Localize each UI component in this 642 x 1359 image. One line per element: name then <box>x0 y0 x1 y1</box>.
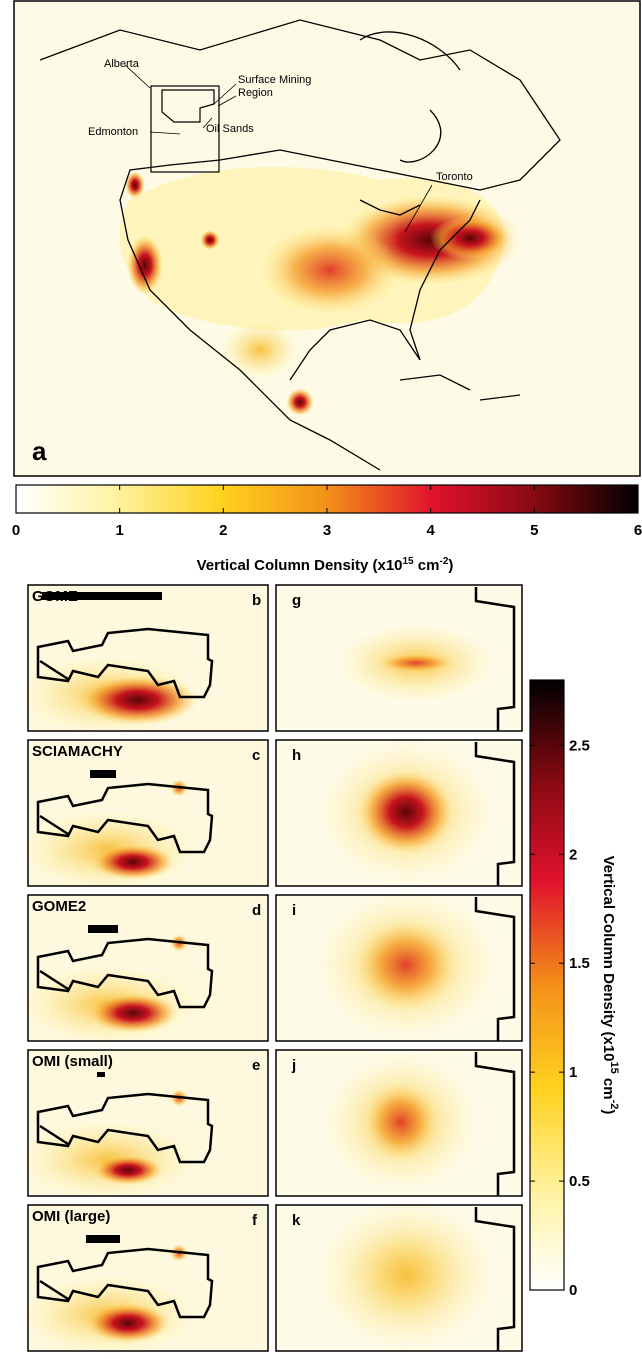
panel-letter: b <box>252 592 261 609</box>
tick-label: 4 <box>426 522 435 539</box>
panel-letter: f <box>252 1212 258 1229</box>
panel-letter: i <box>292 902 296 919</box>
zoom-panel: h <box>275 739 523 888</box>
map-panel: OMI (large) f <box>18 1204 269 1355</box>
scale-bar <box>86 1235 120 1243</box>
tick-label: 1 <box>569 1064 577 1081</box>
plume <box>86 1303 170 1343</box>
label-part: -2 <box>439 556 448 567</box>
colorbar <box>529 679 565 1291</box>
annotation: Region <box>238 87 273 99</box>
panel-letter: d <box>252 902 261 919</box>
annotation: Surface Mining <box>238 74 311 86</box>
annotation: Alberta <box>104 58 140 70</box>
map-panel: SCIAMACHY c <box>18 739 269 890</box>
plume <box>354 919 458 1011</box>
panel-letter: h <box>292 747 301 764</box>
plume <box>78 675 198 725</box>
panel-letter: j <box>291 1057 296 1074</box>
panel-letter: e <box>252 1057 260 1074</box>
plume <box>88 993 178 1033</box>
tick-label: 5 <box>530 522 538 539</box>
map-panel: OMI (small) e <box>18 1049 269 1200</box>
panel-border <box>27 894 269 1042</box>
label-part: ) <box>448 557 453 574</box>
zoom-panel: j <box>275 1049 523 1198</box>
panel-letter: c <box>252 747 260 764</box>
map-panel: GOME2 d <box>18 894 269 1045</box>
panel-border <box>27 739 269 887</box>
zoom-panel: k <box>275 1199 523 1353</box>
tick-label: 0 <box>569 1282 577 1299</box>
panel-border <box>27 584 269 732</box>
annotation: Oil Sands <box>206 123 254 135</box>
panel-border <box>275 584 523 732</box>
panel-border <box>275 894 523 1042</box>
panel-border <box>27 1204 269 1352</box>
panel-title: SCIAMACHY <box>32 743 123 760</box>
plume <box>376 653 456 673</box>
zoom-panel: i <box>275 889 523 1043</box>
scale-bar <box>90 770 116 778</box>
panel-letter: g <box>292 592 301 609</box>
panel-border <box>275 1204 523 1352</box>
map-panel: GOME b <box>18 584 269 735</box>
tick-label: 6 <box>634 522 642 539</box>
map-a: Alberta Surface Mining Region Edmonton O… <box>13 0 641 477</box>
plume <box>358 770 454 854</box>
annotation: Toronto <box>436 171 473 183</box>
tick-label: 2 <box>219 522 227 539</box>
label-part: ) <box>600 1109 617 1114</box>
scale-bar <box>97 1072 105 1077</box>
label-part: cm <box>600 1074 617 1100</box>
plume <box>93 1155 163 1185</box>
zoom-panel: g <box>275 584 523 733</box>
scale-bar <box>42 592 162 600</box>
tick-label: 0.5 <box>569 1173 590 1190</box>
tick-label: 1 <box>115 522 123 539</box>
panel-title: GOME <box>32 588 78 605</box>
panel-border <box>275 739 523 887</box>
tick-label: 0 <box>12 522 20 539</box>
tick-label: 2.5 <box>569 737 590 754</box>
panel-border <box>27 1049 269 1197</box>
scale-bar <box>88 925 118 933</box>
label-part: -2 <box>608 1100 620 1110</box>
colorbar-label: Vertical Column Density (x1015 cm-2) <box>600 856 620 1115</box>
tick-label: 2 <box>569 846 577 863</box>
panel-title: OMI (large) <box>32 1208 110 1225</box>
tick-label: 1.5 <box>569 955 590 972</box>
plume <box>363 1082 439 1162</box>
label-part: cm <box>414 557 440 574</box>
label-part: Vertical Column Density (x10 <box>600 856 617 1062</box>
plume <box>91 844 175 880</box>
panel-letter: a <box>32 436 47 466</box>
label-part: Vertical Column Density (x10 <box>197 557 403 574</box>
panel-border <box>275 1049 523 1197</box>
panel-title: GOME2 <box>32 898 86 915</box>
tick-label: 3 <box>323 522 331 539</box>
label-part: 15 <box>403 556 415 567</box>
panel-letter: k <box>292 1212 301 1229</box>
panel-title: OMI (small) <box>32 1053 113 1070</box>
annotation: Edmonton <box>88 126 138 138</box>
label-part: 15 <box>608 1062 620 1074</box>
plume <box>356 1229 456 1321</box>
colorbar-label: Vertical Column Density (x1015 cm-2) <box>197 556 454 574</box>
